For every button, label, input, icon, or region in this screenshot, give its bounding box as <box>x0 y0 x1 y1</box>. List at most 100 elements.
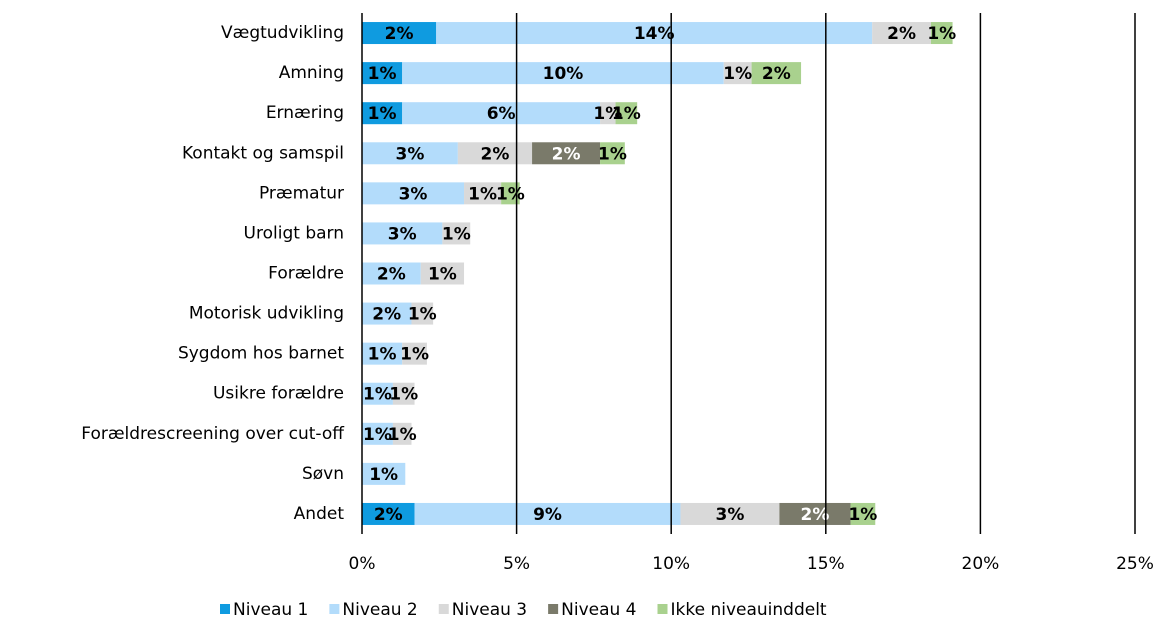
data-label: 1% <box>468 184 497 204</box>
bar-segment <box>501 182 520 205</box>
data-label: 2% <box>481 144 510 164</box>
legend-label: Niveau 4 <box>561 600 636 620</box>
bar-segment <box>362 142 458 165</box>
x-tick-label: 15% <box>807 554 845 574</box>
data-label: 2% <box>887 24 916 44</box>
bar-segment <box>930 22 953 45</box>
x-tick-label: 10% <box>652 554 690 574</box>
data-label: 1% <box>612 104 641 124</box>
data-label: 1% <box>593 104 622 124</box>
data-label: 1% <box>389 385 418 405</box>
data-label: 1% <box>496 184 525 204</box>
data-label: 3% <box>716 505 745 525</box>
bar-segment <box>442 222 471 245</box>
y-tick-label: Ernæring <box>266 103 344 123</box>
y-tick-label: Forældrescreening over cut-off <box>81 424 345 444</box>
bar-segment <box>436 22 873 45</box>
legend-label: Ikke niveauinddelt <box>671 600 827 620</box>
legend: Niveau 1 Niveau 2 Niveau 3 Niveau 4 Ikke niv… <box>220 600 827 620</box>
data-label: 1% <box>428 265 457 285</box>
data-label: 2% <box>377 265 406 285</box>
y-tick-label: Usikre forældre <box>213 384 344 404</box>
bar-segment <box>362 22 437 45</box>
data-label: 1% <box>368 104 397 124</box>
data-label: 1% <box>388 425 417 445</box>
legend-label: Niveau 3 <box>452 600 527 620</box>
bar-segment <box>362 342 403 365</box>
data-label: 1% <box>442 224 471 244</box>
data-label: 1% <box>400 345 429 365</box>
bar-segment <box>392 422 412 445</box>
bar-segment <box>872 22 931 45</box>
x-tick-label: 20% <box>962 554 1000 574</box>
bar-segment <box>402 342 427 365</box>
bar-segment <box>392 382 415 405</box>
legend-swatch <box>329 604 340 614</box>
data-label: 2% <box>552 144 581 164</box>
bar-segment <box>362 382 393 405</box>
data-label: 9% <box>533 505 562 525</box>
legend-label: Niveau 2 <box>342 600 417 620</box>
x-tick-label: 5% <box>503 554 530 574</box>
data-label: 2% <box>385 24 414 44</box>
bar-segment <box>414 502 681 525</box>
data-label: 6% <box>487 104 516 124</box>
data-label: 2% <box>374 505 403 525</box>
y-tick-label: Andet <box>294 504 345 524</box>
bar-segment <box>362 62 403 85</box>
bar-segment <box>402 102 601 125</box>
bar-segment <box>411 302 434 325</box>
y-tick-label: Søvn <box>302 464 344 484</box>
bar-segment <box>362 422 393 445</box>
bar-segment <box>723 62 752 85</box>
bar-segment <box>402 62 724 85</box>
data-label: 3% <box>399 184 428 204</box>
data-label: 1% <box>848 505 877 525</box>
data-label: 1% <box>598 144 627 164</box>
data-label: 14% <box>634 24 675 44</box>
bar-segment <box>680 502 780 525</box>
data-label: 2% <box>801 505 830 525</box>
legend-label: Niveau 1 <box>233 600 308 620</box>
legend-swatch <box>220 604 230 614</box>
data-label: 1% <box>368 345 397 365</box>
data-label: 1% <box>927 24 956 44</box>
bar-segment <box>362 502 415 525</box>
data-label: 1% <box>369 465 398 485</box>
bar-segment <box>420 262 465 285</box>
bar-segment <box>779 502 851 525</box>
y-tick-label: Amning <box>279 63 344 83</box>
y-tick-label: Uroligt barn <box>244 223 344 243</box>
y-tick-label: Forældre <box>268 264 344 284</box>
data-label: 1% <box>363 425 392 445</box>
y-tick-label: Vægtudvikling <box>221 23 344 43</box>
data-label: 10% <box>543 64 584 84</box>
data-label: 2% <box>372 305 401 325</box>
bar-segment <box>362 222 443 245</box>
data-label: 2% <box>762 64 791 84</box>
y-tick-label: Kontakt og samspil <box>182 143 344 163</box>
data-label: 3% <box>395 144 424 164</box>
bar-segment <box>751 62 802 85</box>
x-tick-label: 0% <box>349 554 376 574</box>
bar-segment <box>600 142 625 165</box>
y-tick-label: Præmatur <box>259 183 344 203</box>
bar-segment <box>850 502 876 525</box>
legend-swatch <box>657 604 668 614</box>
bar-segment <box>615 102 638 125</box>
data-label: 1% <box>408 305 437 325</box>
y-tick-label: Motorisk udvikling <box>189 304 344 324</box>
data-label: 1% <box>723 64 752 84</box>
data-label: 3% <box>388 224 417 244</box>
bar-segment <box>600 102 616 125</box>
bar-segment <box>532 142 601 165</box>
bar-segment <box>362 102 403 125</box>
data-label: 1% <box>363 385 392 405</box>
bar-segment <box>362 302 412 325</box>
y-tick-label: Sygdom hos barnet <box>178 344 344 364</box>
bar-segment <box>362 182 465 205</box>
data-label: 1% <box>368 64 397 84</box>
x-tick-label: 25% <box>1116 554 1154 574</box>
bar-segment <box>464 182 502 205</box>
